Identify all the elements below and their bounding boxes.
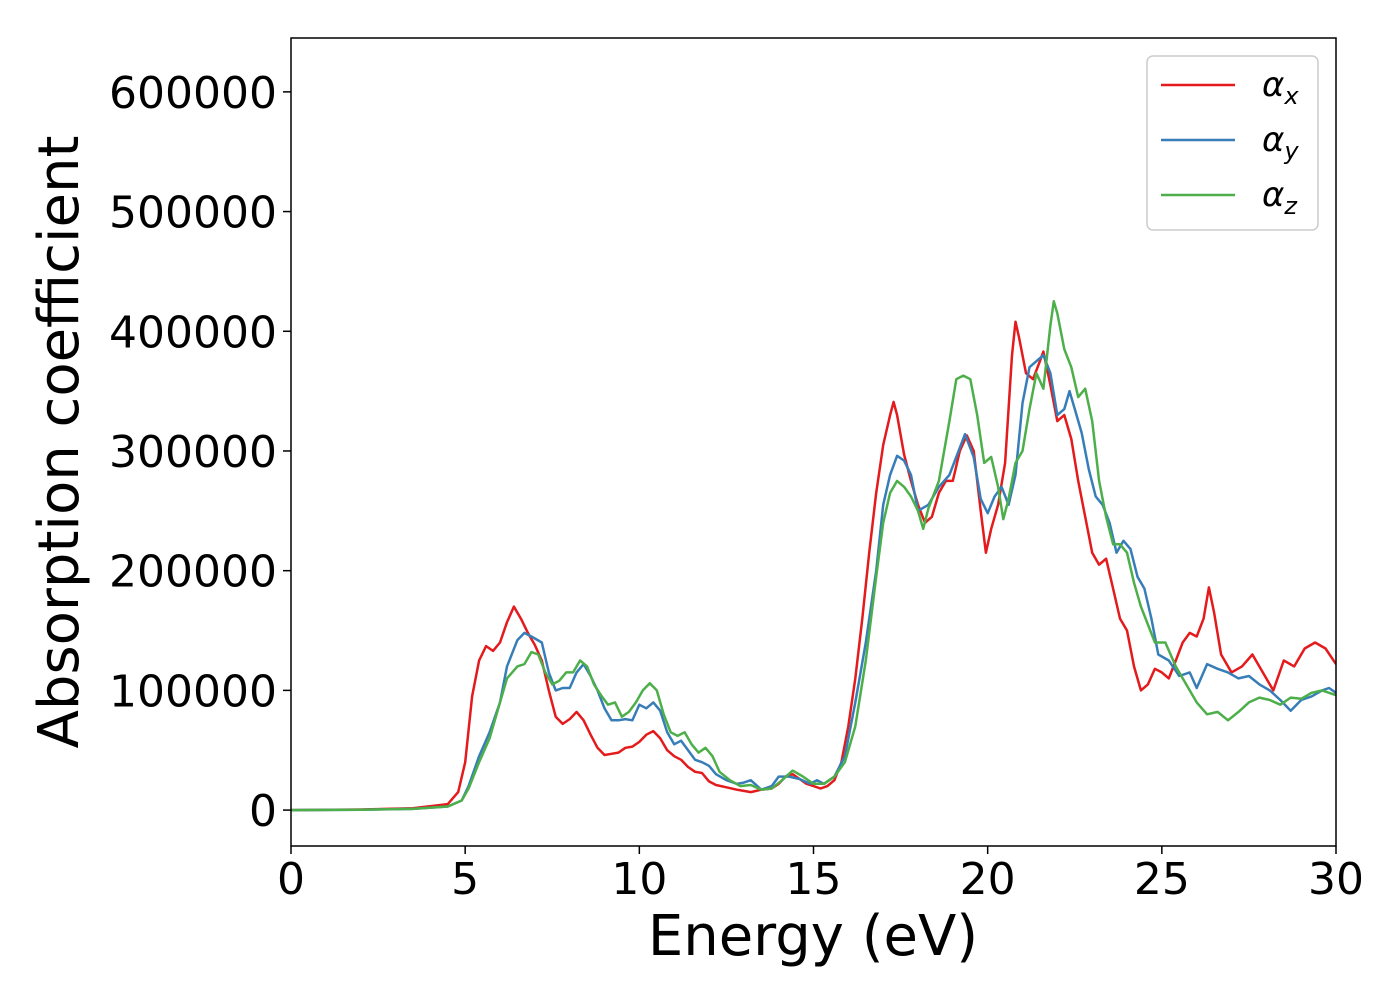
- x-axis: 0 5 10 15 20 25 30: [277, 846, 1364, 905]
- x-tick-label: 0: [277, 854, 305, 905]
- y-axis-label: Absorption coefficient: [27, 136, 92, 749]
- y-tick-label: 600000: [109, 68, 277, 119]
- x-tick-label: 10: [611, 854, 667, 905]
- y-tick-label: 0: [249, 786, 277, 837]
- series-line-y: [291, 353, 1336, 812]
- y-tick-label: 500000: [109, 188, 277, 239]
- legend-box: [1146, 55, 1319, 231]
- y-tick-label: 100000: [109, 666, 277, 717]
- x-tick-label: 5: [451, 854, 479, 905]
- x-tick-label: 15: [786, 854, 842, 905]
- x-tick-label: 25: [1134, 854, 1190, 905]
- y-axis: 0 100000 200000 300000 400000 500000 600000: [109, 68, 291, 837]
- y-tick-label: 300000: [109, 427, 277, 478]
- series-line-x: [291, 320, 1336, 812]
- y-tick-label: 200000: [109, 547, 277, 598]
- series-layer: [291, 300, 1336, 812]
- x-tick-label: 20: [960, 854, 1016, 905]
- y-tick-label: 400000: [109, 307, 277, 358]
- x-axis-label: Energy (eV): [648, 904, 978, 969]
- series-line-z: [291, 300, 1336, 812]
- x-tick-label: 30: [1308, 854, 1364, 905]
